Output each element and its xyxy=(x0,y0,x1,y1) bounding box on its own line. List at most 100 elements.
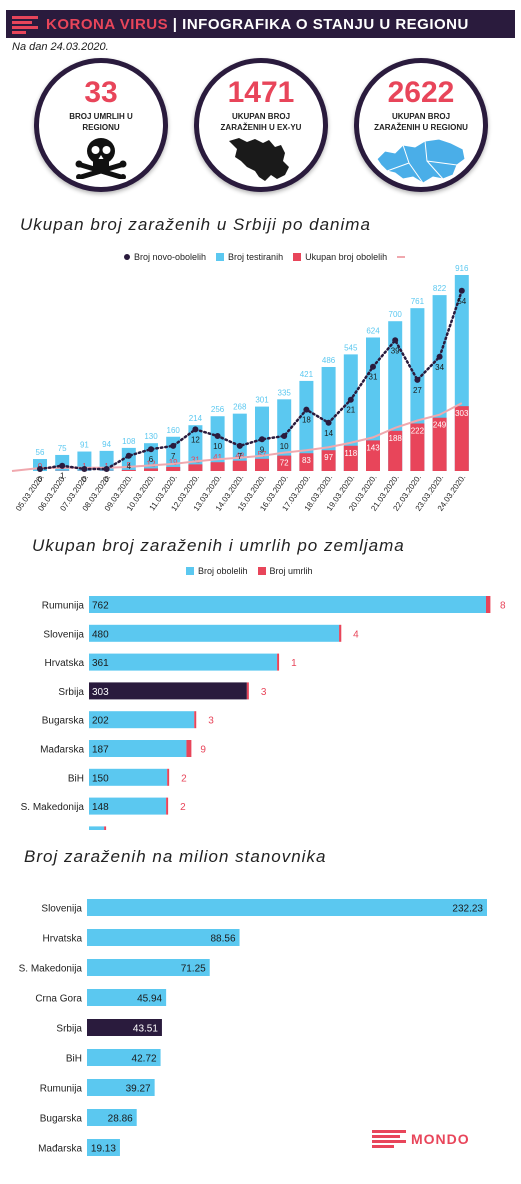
new-cases-label: 14 xyxy=(324,429,333,438)
tested-label: 624 xyxy=(366,326,380,335)
total-label: 303 xyxy=(455,409,469,418)
new-cases-point xyxy=(192,426,199,433)
country-label: Crna Gora xyxy=(35,994,82,1005)
legend-swatch-icon xyxy=(216,253,225,261)
tested-label: 822 xyxy=(433,284,447,293)
new-cases-line xyxy=(38,289,464,471)
total-label: 41 xyxy=(213,453,222,462)
tested-label: 545 xyxy=(344,343,358,352)
cases-bar xyxy=(89,624,340,642)
new-cases-label: 12 xyxy=(191,435,200,444)
deaths-label: 3 xyxy=(261,687,267,698)
new-cases-label: 10 xyxy=(213,442,222,451)
legend-line-icon xyxy=(397,256,406,258)
cases-bar xyxy=(89,826,105,830)
deaths-bar xyxy=(277,653,280,671)
new-cases-point xyxy=(458,287,465,294)
cases-bar xyxy=(89,682,247,700)
tested-bar xyxy=(121,447,136,471)
chart1-legend: Broj novo-obolelih Broj testiranih Ukupa… xyxy=(124,252,406,262)
chart2-title: Ukupan broj zaraženih i umrlih po zemlja… xyxy=(32,536,405,555)
cases-bar xyxy=(89,797,167,815)
deaths-bar xyxy=(486,596,491,613)
tested-label: 486 xyxy=(322,356,336,365)
deaths-label: 4 xyxy=(353,629,359,640)
ex-yu-map-icon xyxy=(229,138,289,181)
per-million-label: 43.51 xyxy=(133,1024,158,1035)
total-label: 143 xyxy=(366,443,380,452)
legend-label: Broj umrlih xyxy=(269,566,313,576)
per-million-label: 88.56 xyxy=(211,934,236,945)
stat-value: 1471 xyxy=(227,76,295,109)
tested-bar xyxy=(321,367,336,471)
deaths-bar xyxy=(194,711,197,729)
total-bar xyxy=(299,453,314,471)
total-bar xyxy=(388,430,403,471)
deaths-label: 9 xyxy=(200,745,206,756)
total-bar xyxy=(432,417,447,471)
new-cases-point xyxy=(281,433,288,439)
per-million-bar xyxy=(87,1019,162,1036)
legend-label: Broj novo-obolelih xyxy=(134,252,207,262)
tested-label: 761 xyxy=(411,297,425,306)
legend-item: Broj umrlih xyxy=(257,566,313,576)
cases-bar xyxy=(89,653,278,671)
deaths-label: 2 xyxy=(180,802,186,813)
country-label: Hrvatska xyxy=(45,658,85,669)
legend-label: Broj testiranih xyxy=(228,252,284,262)
deaths-label: 3 xyxy=(208,716,214,727)
tested-label: 421 xyxy=(300,370,314,379)
per-million-label: 45.94 xyxy=(137,994,162,1005)
tested-label: 700 xyxy=(389,310,403,319)
total-bar xyxy=(166,466,181,471)
chart1-title: Ukupan broj zaraženih u Srbiji po danima xyxy=(20,215,371,234)
new-cases-label: 21 xyxy=(346,406,355,415)
total-bar xyxy=(210,462,225,471)
deaths-bar xyxy=(186,740,192,757)
per-million-bar xyxy=(87,959,210,976)
total-bar xyxy=(144,468,158,471)
chart1-plot: 5607519119411085130121601921431256412684… xyxy=(11,264,469,513)
legend-item: Broj novo-obolelih xyxy=(124,252,206,262)
new-cases-point xyxy=(236,442,243,449)
deaths-bar xyxy=(104,826,107,830)
country-label: BiH xyxy=(66,1054,82,1065)
total-label: 118 xyxy=(344,449,357,458)
tested-label: 91 xyxy=(80,441,89,450)
cases-label: 202 xyxy=(92,716,109,727)
deaths-bar xyxy=(246,682,249,700)
deaths-bar xyxy=(339,624,342,642)
per-million-bar xyxy=(87,1109,137,1126)
new-cases-point xyxy=(347,396,354,403)
mondo-logo-icon xyxy=(372,1130,406,1148)
new-cases-label: 7 xyxy=(171,452,176,461)
new-cases-label: 7 xyxy=(238,452,243,461)
new-cases-label: 10 xyxy=(280,442,289,451)
country-label: Srbija xyxy=(56,1024,82,1035)
total-bar xyxy=(454,406,469,471)
deaths-label: 2 xyxy=(181,773,187,784)
tested-label: 56 xyxy=(36,448,45,457)
per-million-bar xyxy=(87,1049,161,1066)
new-cases-point xyxy=(325,419,332,426)
per-million-label: 71.25 xyxy=(181,964,206,975)
tested-label: 256 xyxy=(211,405,225,414)
country-label: BiH xyxy=(68,773,84,784)
legend-label: Broj obolelih xyxy=(198,566,248,576)
chart3-title: Broj zaraženih na milion stanovnika xyxy=(24,847,327,866)
cases-label: 361 xyxy=(92,658,109,669)
stat-label: UKUPAN BROJ ZARAŽENIH U EX-YU xyxy=(220,112,302,132)
tested-bar xyxy=(77,451,92,471)
tested-bar xyxy=(33,459,47,471)
per-million-label: 232.23 xyxy=(452,904,483,915)
total-label: 12 xyxy=(147,459,156,468)
tested-label: 268 xyxy=(233,403,247,412)
tested-label: 214 xyxy=(189,414,203,423)
stat-circle-region: 2622 UKUPAN BROJ ZARAŽENIH U REGIONU xyxy=(354,58,488,192)
new-cases-point xyxy=(37,466,43,472)
new-cases-point xyxy=(170,442,177,449)
cases-label: 303 xyxy=(92,687,109,698)
region-map-icon xyxy=(376,138,466,184)
skull-crossbones-icon xyxy=(75,138,127,180)
tested-label: 335 xyxy=(278,388,292,397)
